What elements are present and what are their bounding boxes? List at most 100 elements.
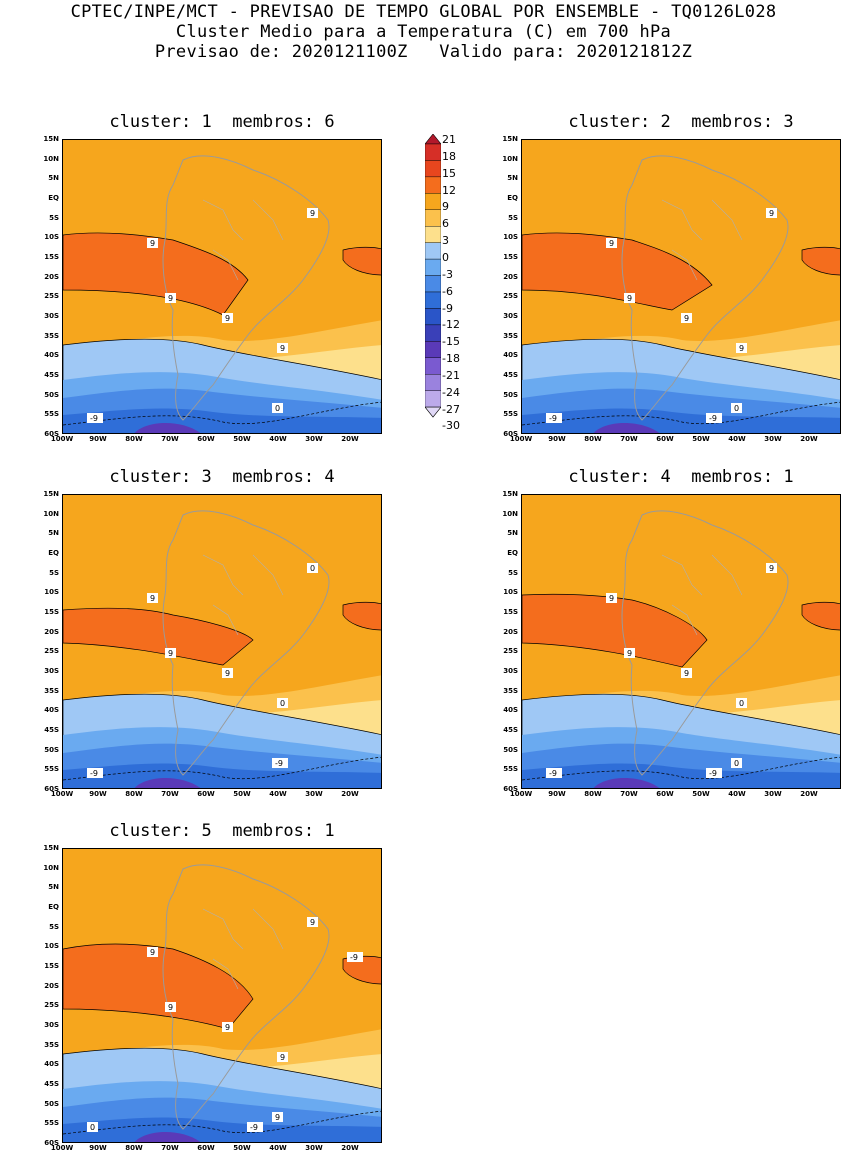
colorbar-label: -21 [442, 368, 460, 382]
svg-text:-9: -9 [549, 769, 557, 778]
y-tick-label: 55S [44, 765, 59, 774]
x-tick-label: 30W [305, 1144, 323, 1152]
svg-text:9: 9 [225, 1023, 230, 1032]
y-tick-label: 35S [503, 686, 518, 695]
warm-band [63, 943, 254, 1030]
warm-band [342, 601, 381, 631]
y-tick-label: 15S [503, 608, 518, 616]
y-tick-label: 10S [44, 942, 59, 951]
colorbar-swatch [425, 390, 441, 408]
y-tick-label: 20S [44, 272, 59, 281]
contour-label: 9 [606, 593, 617, 603]
y-tick-label: 10N [43, 509, 59, 518]
coastline [621, 510, 789, 776]
svg-text:9: 9 [769, 209, 774, 218]
y-tick-label: 40S [44, 1060, 59, 1069]
x-tick-label: 80W [584, 790, 602, 798]
svg-text:9: 9 [275, 1113, 280, 1122]
x-tick-label: 50W [233, 790, 251, 798]
x-tick-label: 100W [50, 435, 74, 443]
svg-text:9: 9 [609, 239, 614, 248]
x-tick-label: 100W [509, 435, 533, 443]
x-tick-label: 80W [125, 790, 143, 798]
y-tick-label: 35S [44, 331, 59, 340]
y-tick-label: 45S [503, 726, 518, 734]
temperature-band [593, 423, 660, 433]
y-tick-label: 5S [508, 213, 518, 222]
x-tick-label: 80W [125, 435, 143, 443]
svg-text:9: 9 [310, 918, 315, 927]
x-tick-label: 70W [620, 790, 638, 798]
temperature-band [593, 778, 660, 788]
contour-label: 9 [165, 1002, 176, 1012]
warm-band [801, 601, 840, 631]
contour-minus9 [63, 1110, 381, 1135]
y-tick-label: 30S [503, 667, 518, 675]
x-tick-label: 50W [233, 1144, 251, 1152]
x-tick-label: 90W [89, 1144, 107, 1152]
x-tick-label: 50W [692, 790, 710, 798]
y-tick-label: 15N [502, 135, 518, 143]
contour-label: 9 [272, 1112, 283, 1122]
colorbar-swatch [425, 341, 441, 358]
forecast-map: 9 9 9 9 9 0 -9 -9 [521, 139, 841, 434]
x-tick-label: 60W [656, 435, 674, 443]
warm-band [522, 593, 708, 668]
temperature-band [134, 1132, 201, 1142]
x-tick-label: 80W [584, 435, 602, 443]
y-tick-label: 50S [44, 745, 59, 754]
contour-label: 9 [165, 293, 176, 303]
contour-label: 9 [307, 917, 318, 927]
panel-title: cluster: 5 membros: 1 [109, 821, 335, 841]
colorbar-swatch [425, 308, 441, 326]
svg-text:9: 9 [739, 344, 744, 353]
borders [661, 554, 743, 636]
warm-band [63, 232, 249, 316]
coastline [162, 864, 330, 1130]
contour-label: 9 [606, 238, 617, 248]
x-tick-label: 30W [764, 790, 782, 798]
colorbar-label: -12 [442, 318, 460, 332]
x-tick-label: 70W [161, 1144, 179, 1152]
y-tick-label: 30S [44, 667, 59, 675]
y-tick-label: 5S [508, 568, 518, 577]
colorbar-swatch [425, 324, 441, 342]
svg-text:0: 0 [734, 759, 739, 768]
contour-minus9 [522, 756, 840, 781]
y-tick-label: EQ [507, 549, 518, 557]
x-tick-label: 90W [548, 435, 566, 443]
y-tick-label: 25S [44, 1001, 59, 1010]
svg-text:9: 9 [684, 314, 689, 323]
panel-title: cluster: 3 membros: 4 [109, 467, 335, 487]
contour-label: 9 [277, 1052, 288, 1062]
borders [661, 199, 743, 281]
colorbar-label: 21 [442, 133, 456, 146]
x-tick-label: 30W [305, 790, 323, 798]
y-tick-label: 30S [44, 312, 59, 320]
y-tick-label: 15N [502, 490, 518, 498]
colorbar-swatch [425, 226, 441, 243]
contour-label: 9 [307, 208, 318, 218]
y-tick-label: EQ [507, 194, 518, 202]
y-tick-label: 10S [503, 588, 518, 597]
header-line-1: CPTEC/INPE/MCT - PREVISAO DE TEMPO GLOBA… [70, 2, 777, 22]
contour-label: 9 [147, 593, 158, 603]
x-tick-label: 20W [341, 1144, 359, 1152]
svg-text:-9: -9 [90, 769, 98, 778]
svg-text:9: 9 [684, 669, 689, 678]
y-tick-label: 10S [44, 588, 59, 597]
y-tick-label: 10N [502, 509, 518, 518]
contour-label: 9 [681, 313, 692, 323]
colorbar-swatch [425, 193, 441, 210]
svg-text:9: 9 [168, 1003, 173, 1012]
contour-label: 0 [736, 698, 747, 708]
y-tick-label: 60S [503, 785, 518, 793]
svg-text:0: 0 [310, 564, 315, 573]
forecast-map: 9 9 9 9 9 9 0 -9 -9 [62, 848, 382, 1143]
colorbar-swatch [425, 242, 441, 260]
coastline [621, 155, 789, 421]
y-tick-label: 5S [49, 922, 59, 931]
y-tick-label: 55S [44, 1119, 59, 1128]
x-tick-label: 100W [50, 790, 74, 798]
y-tick-label: 5N [48, 174, 59, 183]
